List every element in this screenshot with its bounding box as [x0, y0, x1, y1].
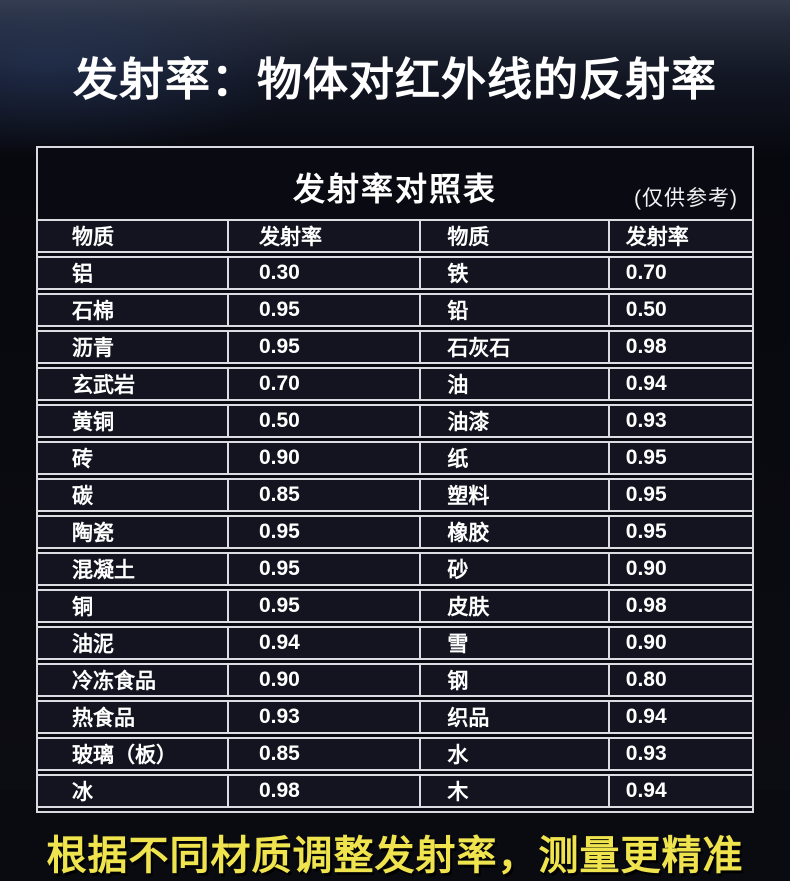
material-cell: 碳 [38, 477, 229, 512]
material-cell: 铜 [38, 588, 229, 623]
material-cell: 钢 [421, 662, 610, 697]
emissivity-cell: 0.85 [228, 477, 422, 512]
emissivity-cell: 0.95 [609, 440, 752, 475]
table-row: 玻璃（板） 0.85 水 0.93 [38, 736, 752, 771]
table-row: 混凝土 0.95 砂 0.90 [38, 551, 752, 586]
emissivity-cell: 0.95 [228, 551, 422, 586]
emissivity-cell: 0.30 [228, 255, 422, 290]
material-cell: 铅 [421, 292, 610, 327]
emissivity-cell: 0.95 [228, 329, 422, 364]
header-material-left: 物质 [38, 218, 229, 253]
emissivity-cell: 0.90 [228, 662, 422, 697]
emissivity-cell: 0.94 [609, 366, 752, 401]
emissivity-cell: 0.98 [228, 773, 422, 808]
material-cell: 织品 [421, 699, 610, 734]
material-cell: 油 [421, 366, 610, 401]
emissivity-cell: 0.95 [228, 588, 422, 623]
emissivity-cell: 0.90 [609, 551, 752, 586]
emissivity-cell: 0.90 [609, 625, 752, 660]
material-cell: 皮肤 [421, 588, 610, 623]
page-title: 发射率：物体对红外线的反射率 [72, 54, 717, 105]
table-row: 铜 0.95 皮肤 0.98 [38, 588, 752, 623]
material-cell: 玻璃（板） [38, 736, 229, 771]
emissivity-cell: 0.95 [228, 292, 422, 327]
material-cell: 沥青 [38, 329, 229, 364]
material-cell: 黄铜 [38, 403, 229, 438]
footer-highlight-text: 根据不同材质调整发射率，测量更精准 [46, 833, 744, 878]
material-cell: 纸 [421, 440, 610, 475]
emissivity-cell: 0.93 [609, 403, 752, 438]
header-emissivity-left: 发射率 [228, 218, 422, 253]
table-title-row: 发射率对照表 (仅供参考) [38, 148, 752, 216]
table-row: 砖 0.90 纸 0.95 [38, 440, 752, 475]
material-cell: 混凝土 [38, 551, 229, 586]
material-cell: 油泥 [38, 625, 229, 660]
emissivity-cell: 0.50 [609, 292, 752, 327]
table-title: 发射率对照表 [292, 170, 497, 207]
material-cell: 铁 [421, 255, 610, 290]
table-row: 冰 0.98 木 0.94 [38, 773, 752, 808]
material-cell: 热食品 [38, 699, 229, 734]
table-row: 油泥 0.94 雪 0.90 [38, 625, 752, 660]
table-header-row: 物质 发射率 物质 发射率 [38, 218, 752, 253]
emissivity-cell: 0.94 [609, 773, 752, 808]
emissivity-cell: 0.80 [609, 662, 752, 697]
emissivity-cell: 0.93 [228, 699, 422, 734]
emissivity-table-panel: 发射率对照表 (仅供参考) 物质 发射率 物质 发射率 铝 0.30 铁 0.7… [36, 145, 754, 813]
table-row: 铝 0.30 铁 0.70 [38, 255, 752, 290]
material-cell: 陶瓷 [38, 514, 229, 549]
table-row: 热食品 0.93 织品 0.94 [38, 699, 752, 734]
material-cell: 冰 [38, 773, 229, 808]
emissivity-cell: 0.90 [228, 440, 422, 475]
emissivity-cell: 0.98 [609, 588, 752, 623]
material-cell: 石棉 [38, 292, 229, 327]
material-cell: 石灰石 [421, 329, 610, 364]
emissivity-cell: 0.95 [228, 514, 422, 549]
material-cell: 木 [421, 773, 610, 808]
header-material-right: 物质 [421, 218, 610, 253]
material-cell: 砖 [38, 440, 229, 475]
emissivity-cell: 0.94 [609, 699, 752, 734]
material-cell: 铝 [38, 255, 229, 290]
table-row: 碳 0.85 塑料 0.95 [38, 477, 752, 512]
material-cell: 玄武岩 [38, 366, 229, 401]
table-row: 石棉 0.95 铅 0.50 [38, 292, 752, 327]
emissivity-cell: 0.85 [228, 736, 422, 771]
table-row: 冷冻食品 0.90 钢 0.80 [38, 662, 752, 697]
material-cell: 雪 [421, 625, 610, 660]
material-cell: 冷冻食品 [38, 662, 229, 697]
emissivity-table: 物质 发射率 物质 发射率 铝 0.30 铁 0.70 石棉 0.95 铅 0. [38, 216, 752, 811]
emissivity-cell: 0.94 [228, 625, 422, 660]
material-cell: 砂 [421, 551, 610, 586]
emissivity-cell: 0.93 [609, 736, 752, 771]
emissivity-cell: 0.95 [609, 514, 752, 549]
table-row: 黄铜 0.50 油漆 0.93 [38, 403, 752, 438]
material-cell: 油漆 [421, 403, 610, 438]
emissivity-cell: 0.98 [609, 329, 752, 364]
header-emissivity-right: 发射率 [609, 218, 752, 253]
table-row: 沥青 0.95 石灰石 0.98 [38, 329, 752, 364]
table-row: 陶瓷 0.95 橡胶 0.95 [38, 514, 752, 549]
emissivity-cell: 0.95 [609, 477, 752, 512]
emissivity-cell: 0.70 [228, 366, 422, 401]
material-cell: 橡胶 [421, 514, 610, 549]
material-cell: 水 [421, 736, 610, 771]
material-cell: 塑料 [421, 477, 610, 512]
emissivity-cell: 0.70 [609, 255, 752, 290]
emissivity-cell: 0.50 [228, 403, 422, 438]
table-reference-note: (仅供参考) [634, 186, 738, 210]
table-row: 玄武岩 0.70 油 0.94 [38, 366, 752, 401]
